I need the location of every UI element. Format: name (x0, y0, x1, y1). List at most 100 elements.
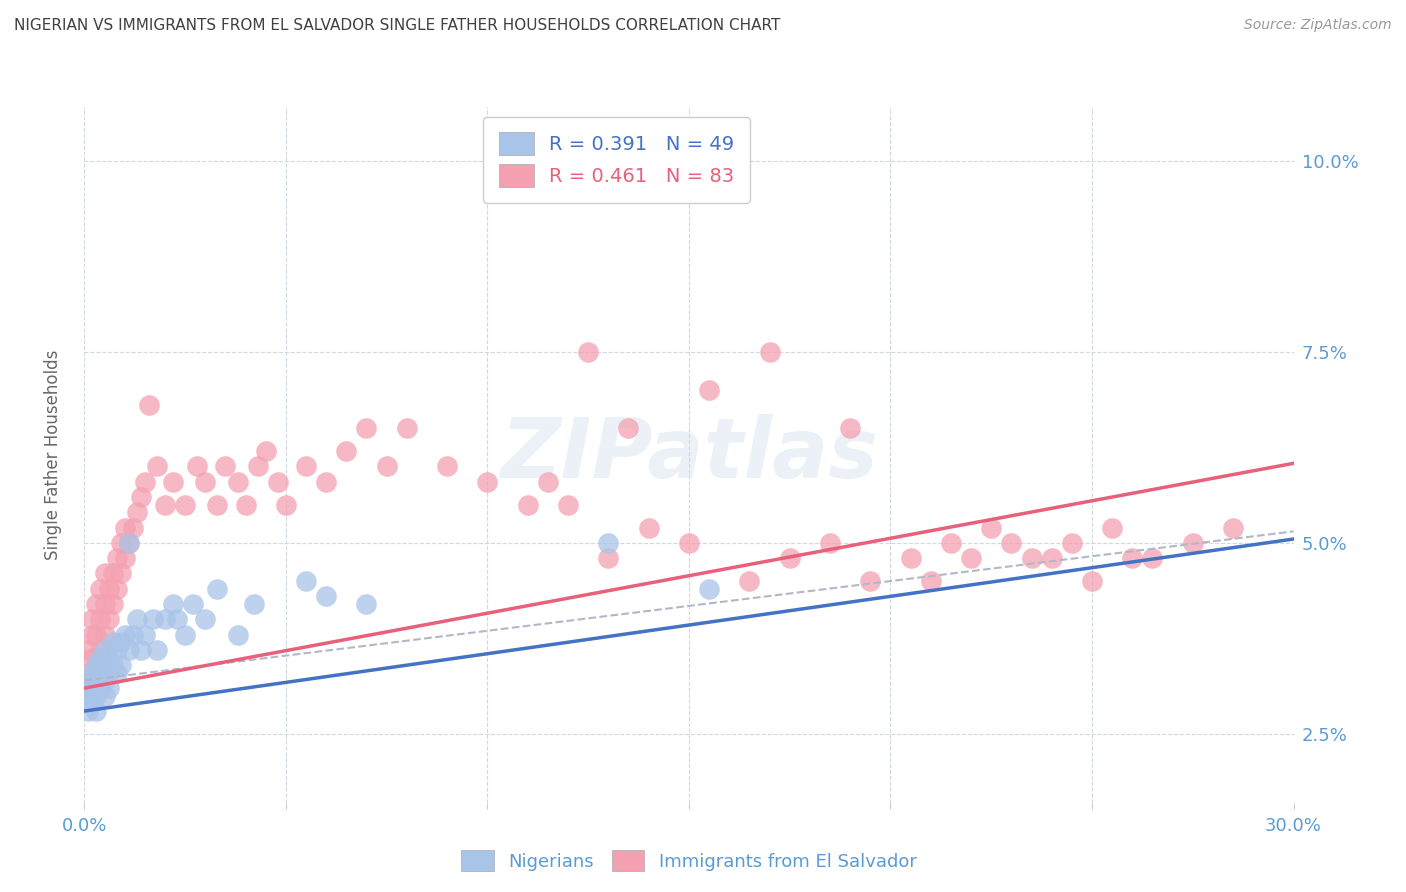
Point (86, 658, 108, 673)
Point (101, 566, 124, 581)
Point (114, 627, 136, 641)
Point (86, 597, 108, 611)
Point (576, 344, 599, 359)
Point (1081, 574, 1104, 588)
Point (93, 566, 115, 581)
Point (859, 574, 882, 588)
Point (82, 612, 104, 626)
Point (162, 475, 184, 489)
Point (97, 612, 120, 626)
Text: Source: ZipAtlas.com: Source: ZipAtlas.com (1244, 18, 1392, 32)
Point (129, 643, 152, 657)
Point (207, 498, 229, 512)
Point (537, 475, 560, 489)
Point (598, 551, 620, 566)
Point (82, 650, 104, 665)
Point (960, 551, 983, 566)
Point (97, 681, 120, 695)
Point (274, 498, 297, 512)
Point (105, 665, 128, 680)
Point (82, 627, 104, 641)
Point (77, 681, 100, 695)
Point (105, 582, 128, 596)
Legend: R = 0.391   N = 49, R = 0.461   N = 83: R = 0.391 N = 49, R = 0.461 N = 83 (484, 117, 749, 202)
Point (617, 421, 640, 435)
Point (436, 459, 458, 474)
Point (93, 643, 115, 657)
Point (1060, 536, 1083, 550)
Point (1040, 551, 1063, 566)
Point (138, 398, 160, 412)
Point (77, 665, 100, 680)
Point (697, 582, 720, 596)
Point (1142, 551, 1164, 566)
Point (1021, 551, 1043, 566)
Point (89, 665, 111, 680)
Point (1000, 536, 1022, 550)
Point (110, 566, 132, 581)
Point (86, 673, 108, 688)
Point (86, 658, 108, 673)
Point (129, 490, 152, 504)
Point (174, 498, 197, 512)
Point (598, 536, 620, 550)
Point (1181, 536, 1204, 550)
Point (214, 459, 236, 474)
Point (142, 612, 165, 626)
Point (77, 643, 100, 657)
Point (758, 344, 780, 359)
Point (900, 551, 922, 566)
Point (557, 498, 579, 512)
Point (89, 650, 111, 665)
Text: NIGERIAN VS IMMIGRANTS FROM EL SALVADOR SINGLE FATHER HOUSEHOLDS CORRELATION CHA: NIGERIAN VS IMMIGRANTS FROM EL SALVADOR … (14, 18, 780, 33)
Text: ZIPatlas: ZIPatlas (501, 415, 877, 495)
Point (97, 665, 120, 680)
Y-axis label: Single Father Households: Single Father Households (44, 350, 62, 560)
Point (77, 689, 100, 703)
Point (477, 475, 499, 489)
Point (114, 520, 136, 534)
Point (101, 597, 124, 611)
Point (101, 658, 124, 673)
Point (134, 475, 156, 489)
Point (97, 650, 120, 665)
Point (315, 590, 337, 604)
Point (174, 627, 197, 641)
Point (93, 658, 115, 673)
Point (82, 697, 104, 711)
Point (82, 681, 104, 695)
Point (110, 536, 132, 550)
Point (818, 536, 841, 550)
Point (1222, 520, 1244, 534)
Point (121, 520, 143, 534)
Point (738, 574, 761, 588)
Point (77, 704, 100, 718)
Point (267, 475, 290, 489)
Point (516, 498, 538, 512)
Point (194, 475, 217, 489)
Point (194, 612, 217, 626)
Point (105, 643, 128, 657)
Point (637, 520, 659, 534)
Point (186, 459, 208, 474)
Point (114, 551, 136, 566)
Legend: Nigerians, Immigrants from El Salvador: Nigerians, Immigrants from El Salvador (454, 843, 924, 879)
Point (356, 597, 378, 611)
Point (110, 635, 132, 649)
Point (162, 597, 184, 611)
Point (125, 505, 148, 519)
Point (939, 536, 962, 550)
Point (77, 673, 100, 688)
Point (97, 582, 120, 596)
Point (121, 627, 143, 641)
Point (226, 627, 249, 641)
Point (93, 689, 115, 703)
Point (246, 459, 269, 474)
Point (295, 574, 318, 588)
Point (779, 551, 801, 566)
Point (839, 421, 862, 435)
Point (86, 689, 108, 703)
Point (335, 444, 357, 458)
Point (89, 612, 111, 626)
Point (146, 459, 169, 474)
